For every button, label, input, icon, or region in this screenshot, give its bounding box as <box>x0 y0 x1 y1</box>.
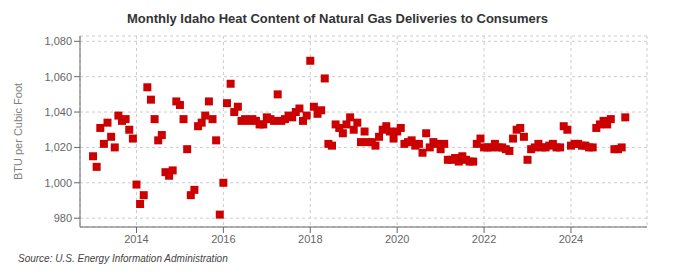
svg-text:2020: 2020 <box>385 233 409 245</box>
svg-text:2016: 2016 <box>211 233 235 245</box>
svg-text:1,080: 1,080 <box>44 35 72 47</box>
svg-text:BTU per Cubic Foot: BTU per Cubic Foot <box>12 83 24 180</box>
html-text:Monthly Idaho Heat Content of: Monthly Idaho Heat Content of Natural Ga… <box>126 11 549 26</box>
svg-text:2022: 2022 <box>472 233 496 245</box>
html-text:Source: U.S. Energy Informatio: Source: U.S. Energy Information Administ… <box>18 253 228 264</box>
svg-text:1,020: 1,020 <box>44 141 72 153</box>
svg-text:1,060: 1,060 <box>44 71 72 83</box>
svg-text:1,040: 1,040 <box>44 106 72 118</box>
svg-text:980: 980 <box>54 212 72 224</box>
svg-text:2014: 2014 <box>124 233 148 245</box>
svg-text:2024: 2024 <box>559 233 583 245</box>
svg-text:2018: 2018 <box>298 233 322 245</box>
svg-text:1,000: 1,000 <box>44 177 72 189</box>
